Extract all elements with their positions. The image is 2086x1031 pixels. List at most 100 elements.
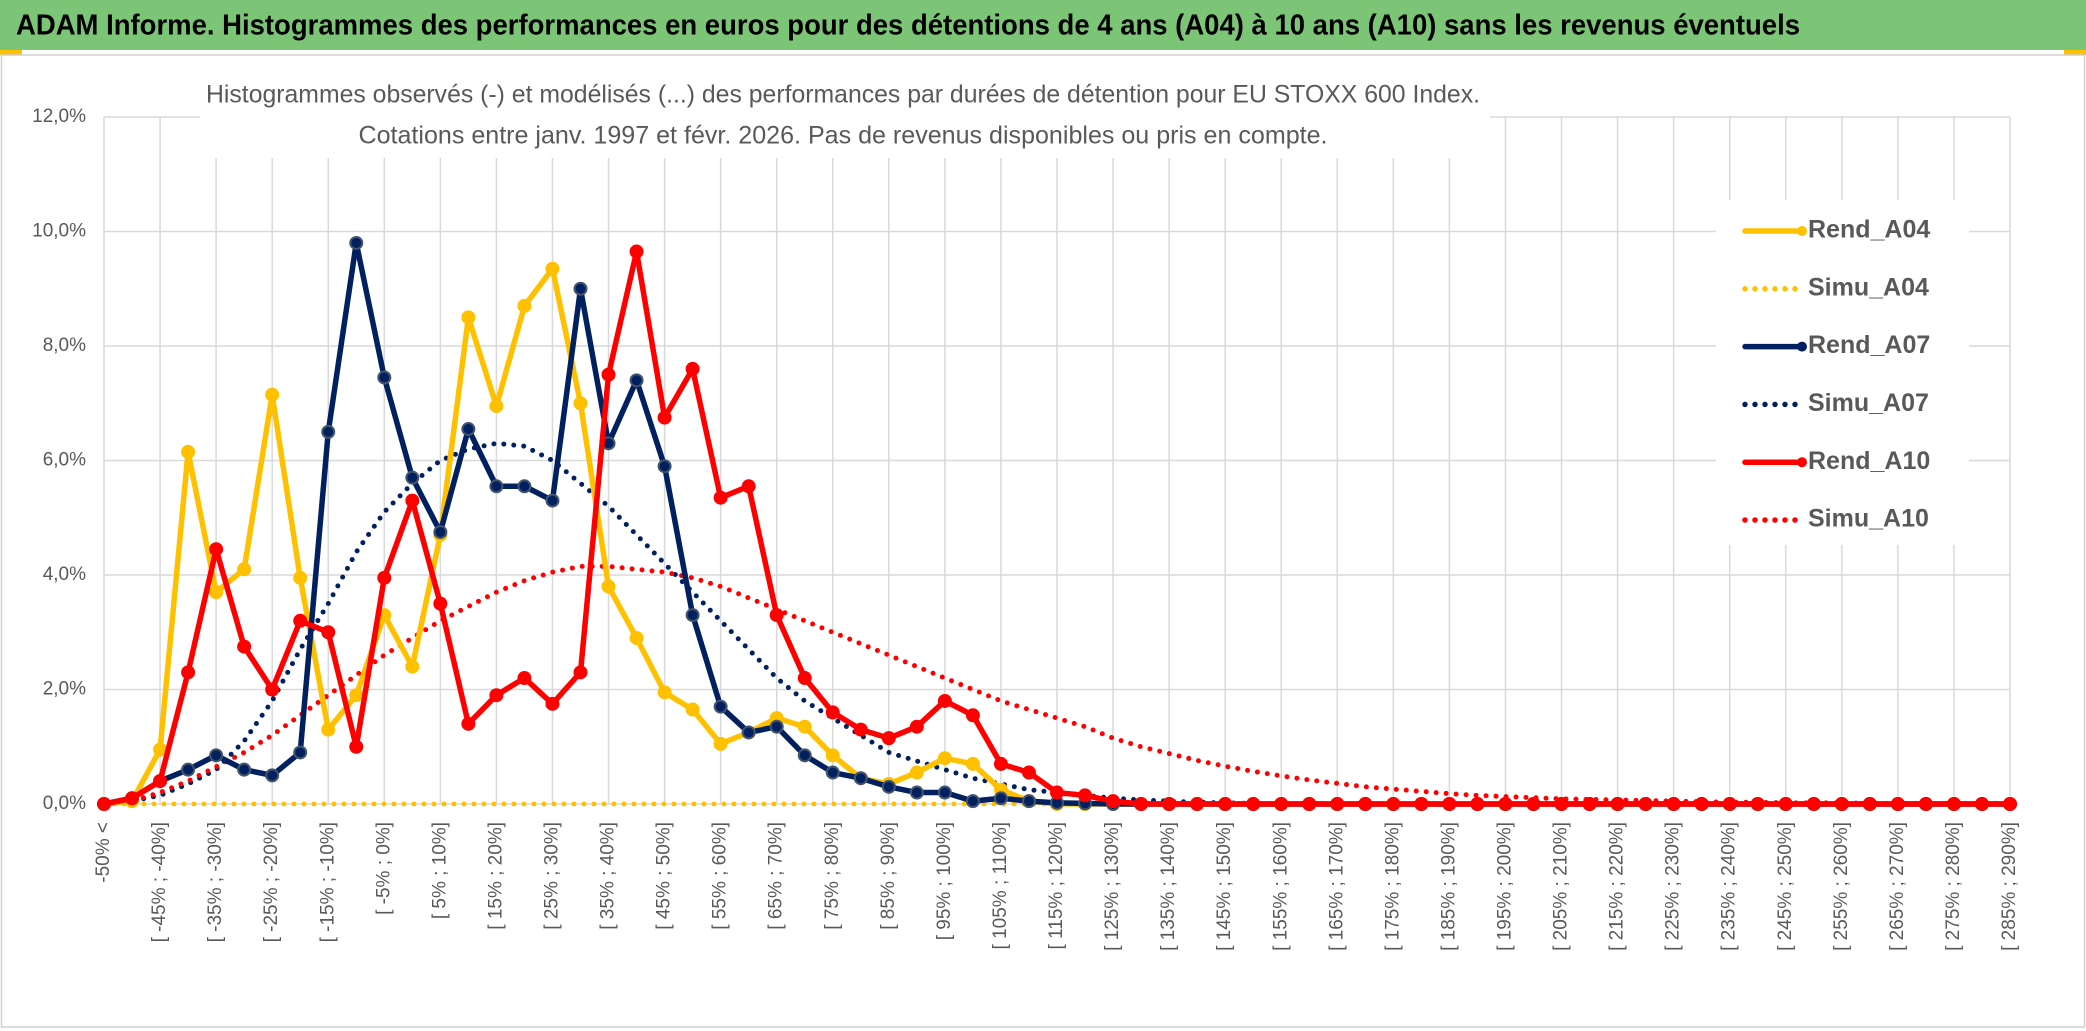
subtitle-background bbox=[200, 76, 1490, 158]
x-tick-label: [ 25% ; 30%] bbox=[541, 822, 562, 930]
data-point bbox=[349, 739, 364, 754]
data-point bbox=[1190, 797, 1205, 811]
data-point bbox=[601, 579, 616, 594]
legend-label: Simu_A04 bbox=[1808, 273, 1929, 301]
data-point bbox=[1722, 797, 1737, 811]
x-tick-label: [ 45% ; 50%] bbox=[654, 822, 675, 930]
data-point bbox=[2003, 797, 2017, 811]
data-point bbox=[377, 370, 392, 385]
data-point bbox=[237, 762, 252, 777]
data-point bbox=[965, 794, 980, 809]
data-point bbox=[489, 479, 504, 494]
legend-label: Rend_A10 bbox=[1808, 447, 1930, 475]
x-tick-label: [ 225% ; 230%] bbox=[1663, 822, 1684, 951]
data-point bbox=[657, 685, 672, 700]
x-tick-label: [ -5% ; 0%] bbox=[373, 822, 394, 915]
data-point bbox=[209, 748, 224, 763]
data-point bbox=[377, 570, 392, 585]
x-tick-label: [ 185% ; 190%] bbox=[1438, 822, 1459, 951]
data-point bbox=[1806, 797, 1821, 811]
y-tick-label: 4,0% bbox=[43, 564, 86, 585]
data-point bbox=[1021, 765, 1036, 780]
data-point bbox=[461, 422, 476, 437]
data-point bbox=[1134, 797, 1149, 811]
x-tick-label: [ 165% ; 170%] bbox=[1326, 822, 1347, 951]
data-point bbox=[461, 716, 476, 731]
data-point bbox=[713, 490, 728, 505]
data-point bbox=[405, 659, 420, 674]
data-point bbox=[1302, 797, 1317, 811]
data-point bbox=[125, 791, 140, 806]
data-point bbox=[1694, 797, 1709, 811]
y-tick-label: 6,0% bbox=[43, 450, 86, 471]
x-tick-label: [ 15% ; 20%] bbox=[485, 822, 506, 930]
title-banner bbox=[0, 0, 2086, 50]
data-point bbox=[265, 768, 280, 783]
x-tick-label: -50% < bbox=[93, 822, 114, 883]
data-point bbox=[657, 459, 672, 474]
data-point bbox=[993, 756, 1008, 771]
data-point bbox=[965, 756, 980, 771]
data-point bbox=[349, 235, 364, 250]
data-point bbox=[1386, 797, 1401, 811]
data-point bbox=[937, 693, 952, 708]
data-point bbox=[461, 310, 476, 325]
x-tick-label: [ 95% ; 100%] bbox=[934, 822, 955, 940]
data-point bbox=[629, 373, 644, 388]
data-point bbox=[825, 765, 840, 780]
data-point bbox=[1638, 797, 1653, 811]
data-point bbox=[1414, 797, 1429, 811]
data-point bbox=[1498, 797, 1513, 811]
data-point bbox=[1750, 797, 1765, 811]
data-point bbox=[1890, 797, 1905, 811]
data-point bbox=[237, 639, 252, 654]
data-point bbox=[265, 387, 280, 402]
data-point bbox=[1582, 797, 1597, 811]
data-point bbox=[1050, 785, 1064, 800]
data-point bbox=[657, 410, 672, 425]
legend-label: Simu_A07 bbox=[1808, 389, 1929, 417]
legend-label: Rend_A07 bbox=[1808, 331, 1930, 359]
data-point bbox=[545, 261, 560, 276]
data-point bbox=[573, 665, 588, 680]
x-tick-label: [ 205% ; 210%] bbox=[1551, 822, 1572, 951]
legend-background bbox=[1716, 200, 1969, 545]
data-point bbox=[1218, 797, 1233, 811]
data-point bbox=[321, 625, 336, 640]
data-point bbox=[237, 562, 252, 577]
y-tick-label: 2,0% bbox=[43, 679, 86, 700]
data-point bbox=[713, 736, 728, 751]
legend-marker bbox=[1797, 457, 1807, 468]
y-tick-label: 12,0% bbox=[32, 106, 86, 127]
data-point bbox=[937, 785, 952, 800]
data-point bbox=[853, 722, 868, 737]
data-point bbox=[797, 748, 812, 763]
data-point bbox=[741, 479, 756, 494]
data-point bbox=[769, 608, 784, 623]
data-point bbox=[629, 630, 644, 645]
data-point bbox=[685, 702, 700, 717]
data-point bbox=[1021, 794, 1036, 809]
data-point bbox=[797, 671, 812, 686]
data-point bbox=[181, 665, 196, 680]
legend-marker bbox=[1797, 341, 1807, 352]
x-tick-label: [ 125% ; 130%] bbox=[1102, 822, 1123, 951]
data-point bbox=[825, 705, 840, 720]
data-point bbox=[293, 745, 308, 760]
data-point bbox=[181, 762, 196, 777]
data-point bbox=[1778, 797, 1793, 811]
x-tick-label: [ 275% ; 280%] bbox=[1943, 822, 1964, 951]
data-point bbox=[349, 688, 364, 703]
data-point bbox=[1358, 797, 1373, 811]
data-point bbox=[1162, 797, 1177, 811]
data-point bbox=[265, 682, 280, 697]
data-point bbox=[405, 470, 420, 485]
corner-accent bbox=[0, 50, 22, 55]
data-point bbox=[209, 542, 224, 557]
data-point bbox=[1862, 797, 1877, 811]
data-point bbox=[993, 791, 1008, 806]
data-point bbox=[937, 751, 952, 766]
data-point bbox=[909, 785, 924, 800]
data-point bbox=[517, 671, 532, 686]
x-tick-label: [ 65% ; 70%] bbox=[766, 822, 787, 930]
